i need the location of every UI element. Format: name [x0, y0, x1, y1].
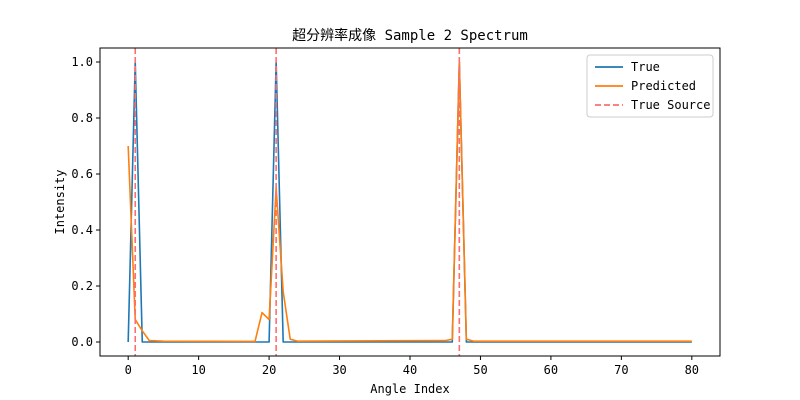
- legend: True Predicted True Source: [586, 54, 714, 118]
- x-tick-label: 20: [262, 363, 276, 377]
- x-tick-label: 10: [191, 363, 205, 377]
- y-axis: 0.0 0.2 0.4 0.6 0.8 1.0: [71, 55, 100, 349]
- y-tick-label: 0.4: [71, 223, 93, 237]
- series-line-predicted: [127, 61, 692, 343]
- series-layer: [127, 61, 692, 343]
- x-tick-label: 80: [685, 363, 699, 377]
- x-tick-label: 0: [125, 363, 132, 377]
- legend-box: [586, 54, 714, 118]
- legend-label: True: [631, 60, 660, 74]
- legend-label: Predicted: [631, 79, 696, 93]
- y-tick-label: 0.6: [71, 167, 93, 181]
- y-tick-label: 1.0: [71, 55, 93, 69]
- x-tick-label: 70: [614, 363, 628, 377]
- legend-label: True Source: [631, 98, 710, 112]
- x-tick-label: 60: [544, 363, 558, 377]
- y-tick-label: 0.0: [71, 335, 93, 349]
- y-axis-label: Intensity: [53, 169, 67, 234]
- x-tick-label: 50: [473, 363, 487, 377]
- x-axis: 0 10 20 30 40 50 60 70 80: [125, 356, 699, 377]
- vlines-layer: [134, 48, 461, 356]
- x-tick-label: 30: [332, 363, 346, 377]
- y-tick-label: 0.2: [71, 279, 93, 293]
- x-tick-label: 40: [403, 363, 417, 377]
- chart-title: 超分辨率成像 Sample 2 Spectrum: [292, 27, 528, 44]
- x-axis-label: Angle Index: [370, 382, 449, 396]
- y-tick-label: 0.8: [71, 111, 93, 125]
